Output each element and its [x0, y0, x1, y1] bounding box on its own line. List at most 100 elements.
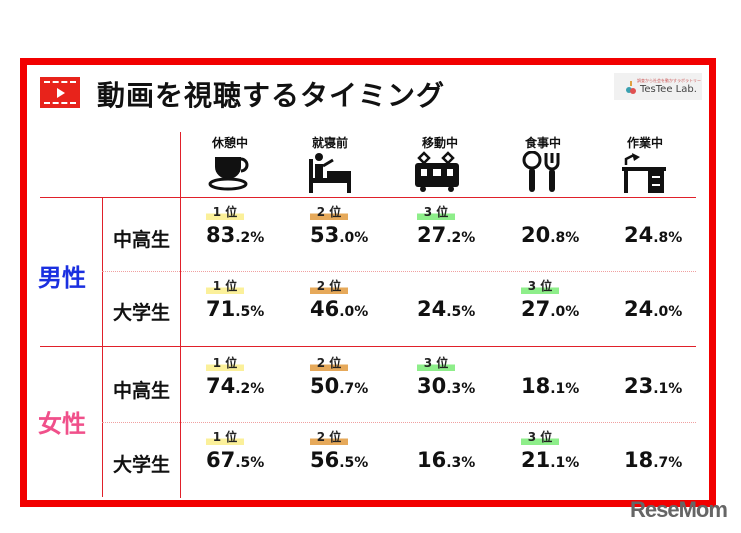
divider: [102, 271, 696, 272]
percentage-value: 16.3%: [417, 448, 475, 472]
value-decimal: .1%: [550, 381, 580, 397]
percentage-value: 27.0%: [521, 297, 579, 321]
value-decimal: .5%: [446, 304, 476, 320]
percentage-value: 67.5%: [206, 448, 264, 472]
rank-badge: 2 位: [310, 431, 348, 445]
value-integer: 56: [310, 448, 340, 472]
value-decimal: .0%: [653, 304, 683, 320]
value-integer: 53: [310, 223, 340, 247]
percentage-value: 71.5%: [206, 297, 264, 321]
value-integer: 21: [521, 448, 551, 472]
percentage-value: 20.8%: [521, 223, 579, 247]
grade-label: 大学生: [113, 454, 171, 476]
value-integer: 24: [624, 297, 654, 321]
value-integer: 24: [417, 297, 447, 321]
column-header-before-sleep: 就寝前: [311, 136, 348, 150]
value-decimal: .5%: [339, 455, 369, 471]
rank-badge: 3 位: [417, 357, 455, 371]
logo-mark-icon: [626, 81, 636, 94]
gender-label-male: 男性: [38, 264, 86, 292]
rank-badge: 1 位: [206, 357, 244, 371]
grade-label: 大学生: [113, 302, 171, 324]
value-decimal: .0%: [339, 304, 369, 320]
rank-badge: 1 位: [206, 206, 244, 220]
rank-badge: 3 位: [521, 431, 559, 445]
value-decimal: .2%: [446, 230, 476, 246]
logo-name: TesTee Lab.: [640, 84, 697, 95]
value-decimal: .0%: [339, 230, 369, 246]
value-decimal: .7%: [339, 381, 369, 397]
rank-badge: 3 位: [417, 206, 455, 220]
value-integer: 27: [417, 223, 447, 247]
rank-badge: 2 位: [310, 280, 348, 294]
testee-lab-logo: 調査から社会を動かすラボラトリー TesTee Lab.: [614, 73, 702, 100]
rank-badge: 3 位: [521, 280, 559, 294]
value-decimal: .5%: [235, 455, 265, 471]
column-header-commute: 移動中: [421, 136, 458, 150]
percentage-value: 23.1%: [624, 374, 682, 398]
percentage-value: 53.0%: [310, 223, 368, 247]
divider: [102, 422, 696, 423]
page-title: 動画を視聴するタイミング: [97, 79, 446, 112]
spoon-fork-icon: [522, 151, 560, 192]
grade-label: 中高生: [113, 229, 171, 251]
value-integer: 30: [417, 374, 447, 398]
rank-badge: 1 位: [206, 431, 244, 445]
value-integer: 46: [310, 297, 340, 321]
percentage-value: 24.8%: [624, 223, 682, 247]
video-play-icon: [40, 77, 80, 108]
value-decimal: .3%: [446, 455, 476, 471]
infographic-frame: [20, 58, 716, 507]
divider: [40, 197, 696, 198]
logo-tagline: 調査から社会を動かすラボラトリー: [637, 78, 701, 83]
value-integer: 18: [521, 374, 551, 398]
percentage-value: 56.5%: [310, 448, 368, 472]
column-header-rest: 休憩中: [211, 136, 248, 150]
percentage-value: 24.0%: [624, 297, 682, 321]
percentage-value: 83.2%: [206, 223, 264, 247]
divider: [40, 346, 696, 347]
gender-label-female: 女性: [38, 410, 86, 438]
value-decimal: .5%: [235, 304, 265, 320]
value-integer: 83: [206, 223, 236, 247]
value-decimal: .3%: [446, 381, 476, 397]
percentage-value: 21.1%: [521, 448, 579, 472]
value-decimal: .0%: [550, 304, 580, 320]
value-decimal: .8%: [653, 230, 683, 246]
value-decimal: .1%: [550, 455, 580, 471]
coffee-cup-icon: [208, 157, 249, 191]
value-decimal: .2%: [235, 230, 265, 246]
rank-badge: 1 位: [206, 280, 244, 294]
rank-badge: 2 位: [310, 357, 348, 371]
train-icon: [415, 151, 459, 192]
percentage-value: 50.7%: [310, 374, 368, 398]
value-integer: 27: [521, 297, 551, 321]
value-decimal: .7%: [653, 455, 683, 471]
percentage-value: 18.7%: [624, 448, 682, 472]
percentage-value: 74.2%: [206, 374, 264, 398]
percentage-value: 24.5%: [417, 297, 475, 321]
percentage-value: 30.3%: [417, 374, 475, 398]
value-integer: 24: [624, 223, 654, 247]
column-header-work: 作業中: [626, 136, 663, 150]
percentage-value: 27.2%: [417, 223, 475, 247]
value-integer: 23: [624, 374, 654, 398]
value-integer: 67: [206, 448, 236, 472]
desk-lamp-icon: [622, 153, 666, 193]
divider: [102, 197, 103, 497]
value-decimal: .2%: [235, 381, 265, 397]
resemom-watermark: ReseMom: [630, 497, 728, 522]
value-integer: 18: [624, 448, 654, 472]
percentage-value: 18.1%: [521, 374, 579, 398]
bed-icon: [309, 153, 351, 193]
column-header-meal: 食事中: [524, 136, 561, 150]
value-integer: 50: [310, 374, 340, 398]
value-decimal: .1%: [653, 381, 683, 397]
value-integer: 20: [521, 223, 551, 247]
value-integer: 74: [206, 374, 236, 398]
grade-label: 中高生: [113, 380, 171, 402]
divider: [180, 132, 181, 498]
value-integer: 71: [206, 297, 236, 321]
value-decimal: .8%: [550, 230, 580, 246]
rank-badge: 2 位: [310, 206, 348, 220]
